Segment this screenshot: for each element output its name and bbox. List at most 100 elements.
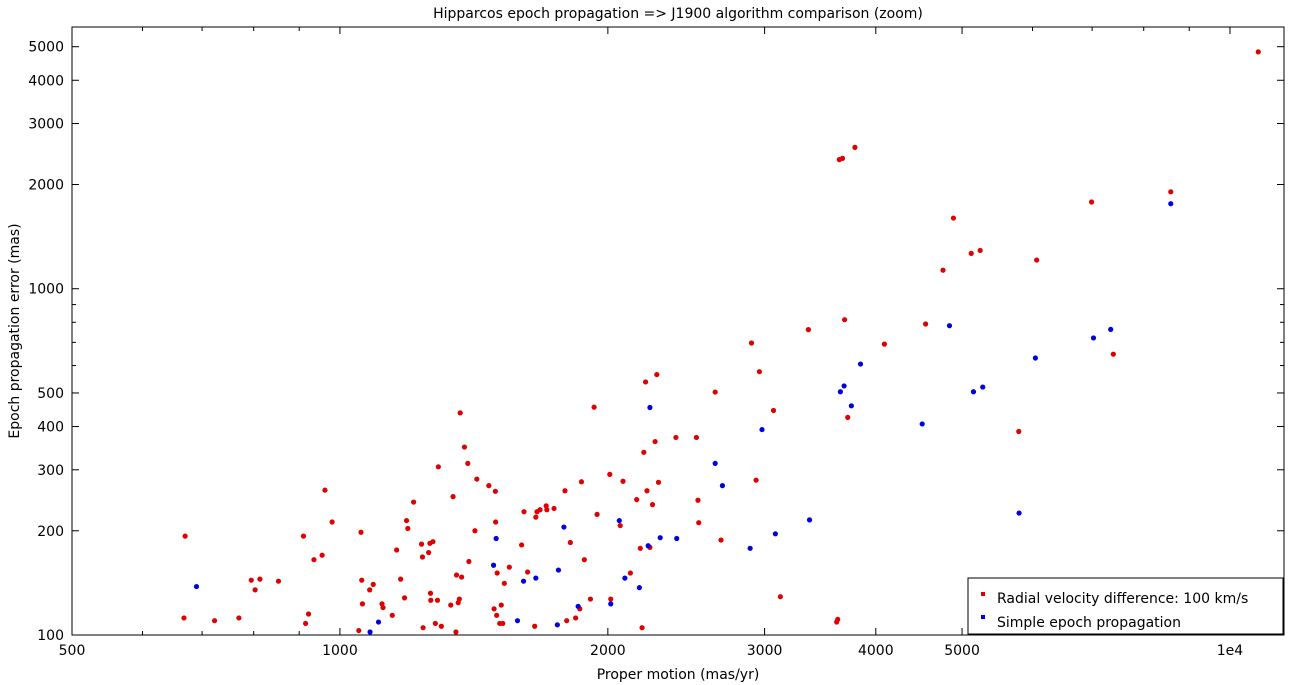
point-radial-velocity	[712, 389, 718, 395]
point-radial-velocity	[1255, 49, 1261, 55]
point-radial-velocity	[494, 570, 500, 576]
point-radial-velocity	[450, 494, 456, 500]
y-tick-label: 300	[37, 463, 64, 479]
point-radial-velocity	[940, 267, 946, 273]
point-simple-propagation	[493, 535, 499, 542]
point-simple-propagation	[657, 535, 663, 541]
point-radial-velocity	[257, 576, 263, 582]
point-simple-propagation	[367, 629, 373, 635]
point-radial-velocity	[567, 539, 573, 546]
point-simple-propagation	[919, 421, 925, 427]
point-simple-propagation	[747, 545, 753, 551]
point-radial-velocity	[322, 487, 328, 493]
point-radial-velocity	[300, 533, 307, 539]
point-radial-velocity	[1168, 189, 1174, 195]
point-radial-velocity	[457, 410, 463, 416]
point-simple-propagation	[712, 460, 718, 467]
point-simple-propagation	[1108, 326, 1114, 333]
point-radial-velocity	[573, 615, 579, 621]
y-tick-label: 4000	[28, 73, 64, 89]
point-simple-propagation	[622, 575, 628, 581]
point-radial-velocity	[252, 587, 258, 593]
point-simple-propagation	[772, 531, 778, 537]
point-radial-velocity	[644, 488, 650, 494]
point-radial-velocity	[456, 596, 462, 602]
point-radial-velocity	[842, 317, 848, 323]
point-radial-velocity	[695, 497, 701, 503]
point-simple-propagation	[946, 323, 953, 329]
point-radial-velocity	[652, 438, 658, 445]
point-radial-velocity	[835, 616, 841, 622]
point-radial-velocity	[356, 627, 362, 634]
point-simple-propagation	[608, 601, 614, 607]
point-simple-propagation	[193, 583, 200, 590]
point-simple-propagation	[561, 524, 567, 530]
point-radial-velocity	[438, 623, 444, 629]
point-simple-propagation	[575, 603, 581, 609]
point-simple-propagation	[980, 384, 986, 390]
point-radial-velocity	[435, 464, 441, 470]
x-tick-label: 1e4	[1217, 643, 1244, 659]
point-radial-velocity	[302, 620, 309, 627]
point-radial-velocity	[581, 557, 587, 563]
point-radial-velocity	[594, 511, 600, 517]
point-simple-propagation	[533, 575, 539, 581]
y-tick-label: 3000	[28, 117, 64, 133]
legend-marker-blue	[981, 615, 985, 619]
legend-entry-radial-velocity: Radial velocity difference: 100 km/s	[997, 591, 1248, 607]
point-radial-velocity	[466, 558, 472, 565]
point-radial-velocity	[620, 478, 626, 484]
point-radial-velocity	[182, 533, 188, 539]
point-radial-velocity	[501, 580, 507, 586]
point-radial-velocity	[881, 341, 887, 347]
point-radial-velocity	[756, 369, 763, 375]
point-radial-velocity	[564, 618, 570, 624]
point-radial-velocity	[1034, 257, 1040, 263]
point-radial-velocity	[587, 596, 594, 602]
point-radial-velocity	[654, 371, 660, 378]
point-radial-velocity	[453, 572, 460, 578]
point-radial-velocity	[401, 595, 408, 601]
point-simple-propagation	[520, 578, 527, 584]
point-radial-velocity	[498, 602, 504, 608]
legend-marker-red	[981, 592, 985, 596]
point-radial-velocity	[359, 601, 366, 607]
point-radial-velocity	[486, 483, 492, 489]
x-axis: 500 1000 2000 3000 4000 5000 1e4	[59, 27, 1244, 659]
point-radial-velocity	[448, 602, 454, 608]
point-simple-propagation	[554, 622, 560, 628]
point-radial-velocity	[718, 537, 724, 543]
legend-box	[967, 577, 1284, 635]
point-radial-velocity	[398, 576, 404, 582]
point-simple-propagation	[970, 389, 977, 395]
point-radial-velocity	[506, 564, 512, 570]
point-radial-velocity	[1016, 428, 1022, 435]
point-radial-velocity	[922, 321, 929, 327]
point-simple-propagation	[375, 619, 382, 625]
point-radial-velocity	[453, 629, 459, 635]
point-radial-velocity	[852, 144, 858, 150]
point-radial-velocity	[380, 604, 386, 611]
y-tick-label: 1000	[28, 282, 64, 298]
point-simple-propagation	[857, 361, 864, 367]
point-radial-velocity	[428, 597, 434, 603]
point-radial-velocity	[562, 488, 568, 494]
point-radial-velocity	[608, 596, 614, 602]
point-simple-propagation	[674, 535, 680, 542]
point-radial-velocity	[248, 577, 254, 583]
y-tick-label: 100	[37, 628, 64, 644]
y-tick-label: 500	[37, 386, 64, 402]
point-simple-propagation	[719, 483, 726, 489]
point-radial-velocity	[426, 549, 432, 556]
point-radial-velocity	[627, 570, 633, 576]
point-radial-velocity	[500, 620, 506, 627]
point-simple-propagation	[1090, 335, 1097, 341]
point-radial-velocity	[420, 625, 426, 631]
point-radial-velocity	[275, 578, 282, 584]
point-radial-velocity	[494, 612, 500, 618]
point-radial-velocity	[319, 552, 325, 558]
plot-area	[71, 26, 1285, 636]
point-radial-velocity	[427, 590, 434, 596]
point-radial-velocity	[950, 215, 957, 221]
y-axis-label: Epoch propagation error (mas)	[7, 223, 23, 438]
